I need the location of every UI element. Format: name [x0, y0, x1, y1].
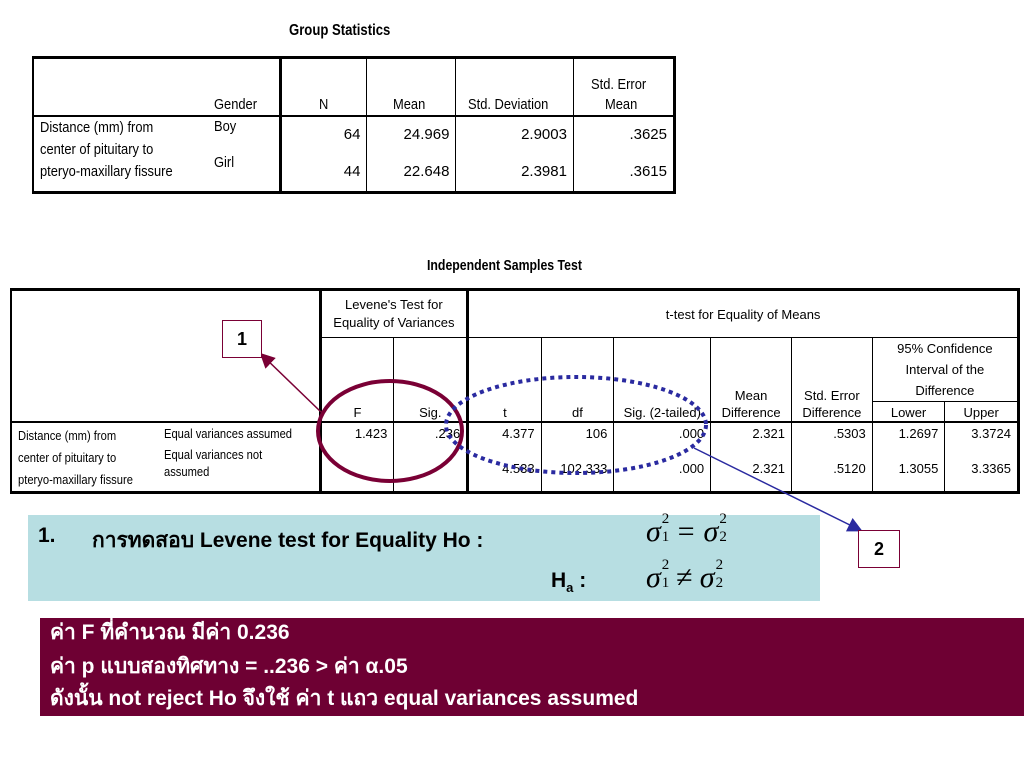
ist-variable-label: Distance (mm) from center of pituitary t… — [18, 427, 133, 487]
hypothesis-panel: 1. การทดสอบ Levene test for Equality Ho … — [28, 511, 820, 601]
ist-sig-assumed: .236 — [393, 421, 468, 446]
ist-col-f: F — [318, 337, 394, 422]
conclusion-panel: ค่า F ที่คำนวณ มีค่า 0.236 ค่า p แบบสองท… — [40, 618, 1024, 716]
ist-ttest-header: t-test for Equality of Means — [466, 289, 1019, 338]
ist-col-sig2: Sig. (2-tailed) — [613, 337, 711, 422]
ist-col-se-diff: Std. Error Difference — [790, 337, 873, 422]
ist-md-not-assumed: 2.321 — [710, 445, 792, 492]
conclusion-line-2: ค่า p แบบสองทิศทาง = ..236 > ค่า α.05 — [50, 655, 408, 678]
gs-se-boy: .3625 — [572, 115, 675, 153]
group-statistics-title: Group Statistics — [289, 22, 391, 39]
ist-col-mean-diff: Mean Difference — [710, 337, 792, 422]
gs-header-gender: Gender — [213, 95, 258, 113]
gs-se-girl: .3615 — [572, 152, 675, 192]
ist-df-not-assumed: 102.333 — [540, 445, 614, 492]
ist-col-df: df — [540, 337, 614, 422]
ist-upper-not-assumed: 3.3365 — [944, 445, 1019, 492]
ist-se-assumed: .5303 — [790, 421, 873, 446]
ist-row-label-not-assumed: Equal variances not assumed — [163, 446, 262, 479]
ist-col-lower: Lower — [871, 401, 945, 422]
gs-corner — [33, 58, 208, 116]
ist-se-not-assumed: .5120 — [790, 445, 873, 492]
gs-sd-boy: 2.9003 — [455, 115, 574, 153]
gs-gender-girl: Girl — [213, 153, 235, 171]
group-statistics-table: Gender N Mean Std. Deviation Std. Error … — [32, 56, 676, 194]
ist-sig-not-assumed — [393, 445, 468, 492]
hypothesis-number: 1. — [38, 524, 56, 547]
gs-variable-label: Distance (mm) from center of pituitary t… — [40, 118, 173, 180]
ist-corner — [11, 290, 320, 338]
ist-sig2-not-assumed: .000 — [613, 445, 711, 492]
gs-n-girl: 44 — [278, 152, 367, 192]
ist-upper-assumed: 3.3724 — [944, 421, 1019, 446]
conclusion-line-3: ดังนั้น not reject Ho จึงใช้ ค่า t แถว e… — [50, 687, 639, 710]
gs-sd-girl: 2.3981 — [455, 152, 574, 192]
ist-df-assumed: 106 — [540, 421, 614, 446]
ist-col-t: t — [466, 337, 542, 422]
ist-corner-lower — [11, 338, 320, 422]
ist-md-assumed: 2.321 — [710, 421, 792, 446]
ist-sig2-assumed: .000 — [613, 421, 711, 446]
gs-header-sd: Std. Deviation — [455, 57, 574, 116]
ist-levene-header: Levene's Test for Equality of Variances — [318, 289, 468, 338]
gs-mean-girl: 22.648 — [366, 152, 456, 192]
ist-t-assumed: 4.377 — [466, 421, 542, 446]
hypothesis-text: การทดสอบ Levene test for Equality Ho : — [92, 529, 484, 552]
gs-header-se: Std. Error Mean — [572, 57, 675, 116]
ist-row-label-assumed: Equal variances assumed — [163, 425, 292, 441]
ist-col-upper: Upper — [944, 401, 1019, 422]
ist-f-not-assumed — [318, 445, 394, 492]
ha-label: Ha : — [551, 569, 587, 596]
ist-f-assumed: 1.423 — [318, 421, 394, 446]
callout-2: 2 — [858, 530, 900, 568]
callout-1: 1 — [222, 320, 262, 358]
ist-col-sig: Sig. — [393, 337, 468, 422]
independent-samples-table: Levene's Test for Equality of Variances … — [10, 288, 1020, 494]
ist-lower-not-assumed: 1.3055 — [871, 445, 945, 492]
gs-gender-boy: Boy — [213, 117, 237, 135]
ist-t-not-assumed: 4.533 — [466, 445, 542, 492]
gs-n-boy: 64 — [278, 115, 367, 153]
gs-header-mean: Mean — [366, 57, 456, 116]
ist-ci-header: 95% Confidence Interval of the Differenc… — [871, 337, 1019, 402]
conclusion-line-1: ค่า F ที่คำนวณ มีค่า 0.236 — [50, 621, 290, 644]
gs-header-n: N — [278, 57, 367, 116]
independent-samples-title: Independent Samples Test — [427, 257, 582, 274]
gs-mean-boy: 24.969 — [366, 115, 456, 153]
ist-lower-assumed: 1.2697 — [871, 421, 945, 446]
